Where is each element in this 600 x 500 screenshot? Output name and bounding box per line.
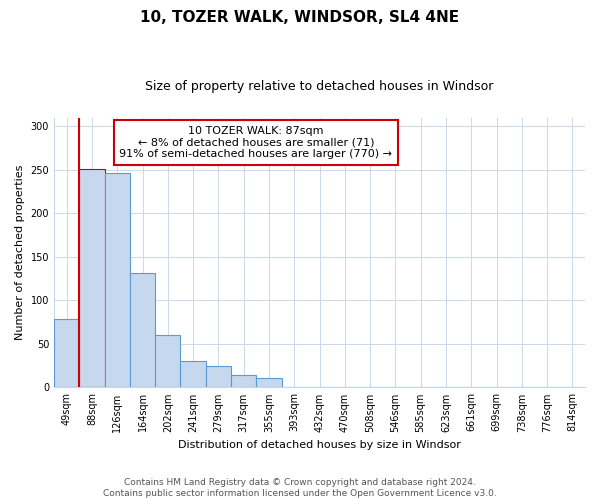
Bar	[54, 318, 79, 388]
Text: Contains HM Land Registry data © Crown copyright and database right 2024.
Contai: Contains HM Land Registry data © Crown c…	[103, 478, 497, 498]
Text: 10 TOZER WALK: 87sqm
← 8% of detached houses are smaller (71)
91% of semi-detach: 10 TOZER WALK: 87sqm ← 8% of detached ho…	[119, 126, 392, 159]
Bar	[231, 376, 256, 388]
Bar	[130, 272, 155, 388]
Text: 10, TOZER WALK, WINDSOR, SL4 4NE: 10, TOZER WALK, WINDSOR, SL4 4NE	[140, 10, 460, 25]
Bar	[79, 169, 104, 388]
Bar	[155, 335, 181, 388]
Bar	[181, 362, 206, 388]
Bar	[509, 386, 535, 388]
Title: Size of property relative to detached houses in Windsor: Size of property relative to detached ho…	[145, 80, 494, 93]
Bar	[104, 174, 130, 388]
Y-axis label: Number of detached properties: Number of detached properties	[15, 165, 25, 340]
Bar	[560, 386, 585, 388]
Bar	[206, 366, 231, 388]
X-axis label: Distribution of detached houses by size in Windsor: Distribution of detached houses by size …	[178, 440, 461, 450]
Bar	[256, 378, 281, 388]
